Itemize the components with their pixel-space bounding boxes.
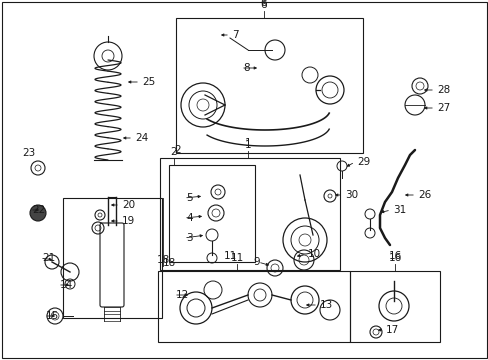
Text: 18: 18 bbox=[163, 258, 176, 268]
Text: 2: 2 bbox=[170, 147, 177, 157]
Text: 31: 31 bbox=[392, 205, 406, 215]
Text: 5: 5 bbox=[185, 193, 192, 203]
Bar bbox=[158, 271, 349, 342]
Text: 1: 1 bbox=[244, 138, 251, 148]
Text: 10: 10 bbox=[307, 249, 321, 259]
Text: 15: 15 bbox=[46, 311, 59, 321]
Text: 29: 29 bbox=[356, 157, 369, 167]
Text: 27: 27 bbox=[436, 103, 449, 113]
Text: 13: 13 bbox=[319, 300, 332, 310]
Text: 1: 1 bbox=[244, 140, 251, 150]
Text: 6: 6 bbox=[260, 0, 267, 10]
Text: 21: 21 bbox=[42, 253, 55, 263]
Text: 30: 30 bbox=[345, 190, 357, 200]
Bar bbox=[349, 271, 439, 342]
Text: 2: 2 bbox=[174, 145, 180, 155]
Bar bbox=[63, 198, 162, 318]
Text: 8: 8 bbox=[243, 63, 249, 73]
Text: 11: 11 bbox=[230, 253, 243, 263]
Text: 24: 24 bbox=[135, 133, 148, 143]
Text: 25: 25 bbox=[142, 77, 155, 87]
Text: 7: 7 bbox=[231, 30, 238, 40]
Text: 28: 28 bbox=[436, 85, 449, 95]
Text: 20: 20 bbox=[122, 200, 135, 210]
Text: 18: 18 bbox=[156, 255, 169, 265]
Bar bbox=[176, 18, 362, 153]
Bar bbox=[160, 158, 339, 270]
Bar bbox=[169, 165, 254, 262]
Text: 19: 19 bbox=[122, 216, 135, 226]
Text: 12: 12 bbox=[176, 290, 189, 300]
Text: 23: 23 bbox=[22, 148, 35, 158]
Text: 3: 3 bbox=[185, 233, 192, 243]
Text: 22: 22 bbox=[32, 205, 45, 215]
Text: 26: 26 bbox=[417, 190, 430, 200]
Text: 6: 6 bbox=[260, 0, 267, 8]
Text: 4: 4 bbox=[185, 213, 192, 223]
Text: 14: 14 bbox=[60, 280, 73, 290]
Text: 16: 16 bbox=[387, 251, 401, 261]
Text: 11: 11 bbox=[224, 251, 237, 261]
Text: 16: 16 bbox=[387, 253, 401, 263]
Circle shape bbox=[30, 205, 46, 221]
Text: 17: 17 bbox=[385, 325, 398, 335]
Text: 9: 9 bbox=[253, 257, 260, 267]
